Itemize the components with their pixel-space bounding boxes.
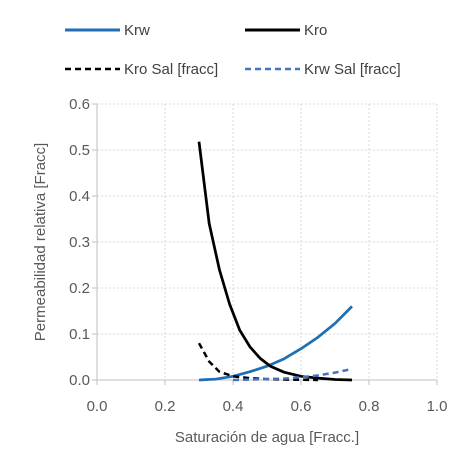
y-tick-label: 0.0	[69, 372, 90, 389]
legend-item-kro-sal: Kro Sal [fracc]	[65, 61, 218, 78]
legend-item-krw: Krw	[65, 22, 150, 39]
y-tick-label: 0.5	[69, 142, 90, 159]
y-tick-labels: 0.0 0.1 0.2 0.3 0.4 0.5 0.6	[69, 96, 90, 389]
x-tick-label: 0.8	[359, 398, 380, 415]
legend: Krw Kro Kro Sal [fracc] Krw Sal [fracc]	[65, 22, 401, 78]
x-tick-label: 0.0	[87, 398, 108, 415]
x-tick-label: 0.6	[291, 398, 312, 415]
x-axis-label: Saturación de agua [Fracc.]	[175, 429, 359, 446]
legend-label-kro: Kro	[304, 22, 327, 39]
x-tick-label: 1.0	[427, 398, 448, 415]
gridlines	[97, 103, 438, 380]
x-tick-label: 0.2	[155, 398, 176, 415]
y-tick-label: 0.2	[69, 280, 90, 297]
x-tick-label: 0.4	[223, 398, 244, 415]
legend-item-krw-sal: Krw Sal [fracc]	[245, 61, 401, 78]
legend-label-krw: Krw	[124, 22, 150, 39]
legend-label-kro-sal: Kro Sal [fracc]	[124, 61, 218, 78]
y-axis-label: Permeabilidad relativa [Fracc]	[32, 143, 49, 341]
y-tick-label: 0.3	[69, 234, 90, 251]
legend-item-kro: Kro	[245, 22, 327, 39]
series-line-2	[197, 342, 319, 382]
series-line-1	[197, 141, 353, 382]
y-tick-label: 0.4	[69, 188, 90, 205]
series-lines	[197, 141, 353, 382]
x-tick-labels: 0.0 0.2 0.4 0.6 0.8 1.0	[87, 398, 448, 415]
series-line-0	[198, 305, 353, 382]
y-tick-label: 0.1	[69, 326, 90, 343]
legend-label-krw-sal: Krw Sal [fracc]	[304, 61, 401, 78]
axes	[92, 103, 438, 385]
y-tick-label: 0.6	[69, 96, 90, 113]
